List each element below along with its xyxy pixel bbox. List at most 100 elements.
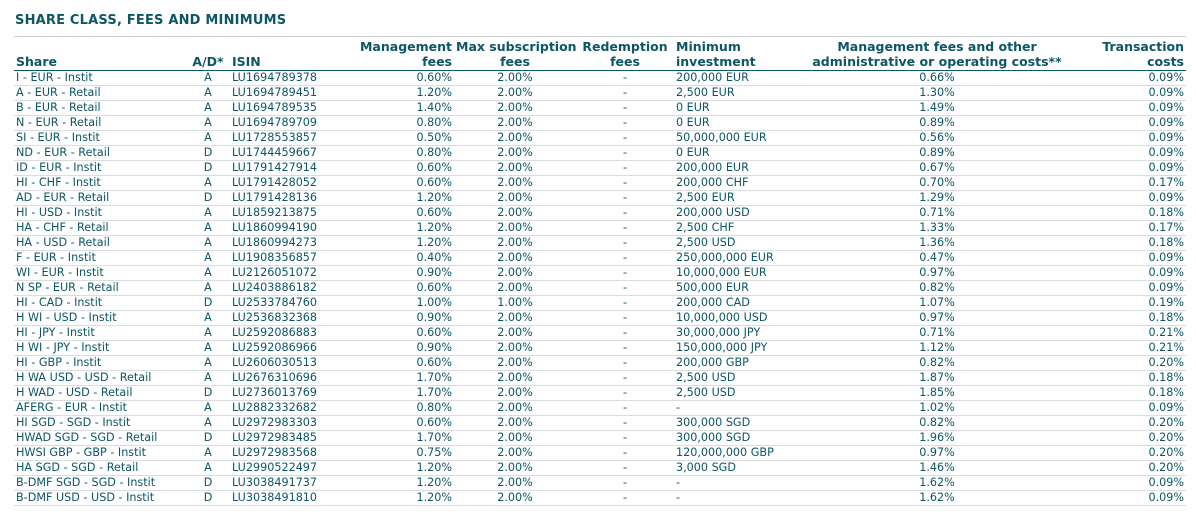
table-row: HWSI GBP - GBP - Instit A LU2972983568 0.75… [14, 445, 1186, 461]
cell-ad: D [186, 190, 230, 206]
cell-management-fees-other-costs: 0.97% [798, 310, 1076, 326]
cell-management-fees: 1.20% [342, 460, 454, 476]
cell-share: HA - CHF - Retail [14, 220, 186, 236]
cell-max-subscription-fees: 2.00% [454, 235, 576, 251]
cell-management-fees-other-costs: 1.85% [798, 385, 1076, 401]
cell-management-fees: 0.50% [342, 130, 454, 146]
cell-transaction-costs: 0.17% [1076, 175, 1186, 191]
cell-minimum-investment: 300,000 SGD [674, 415, 798, 431]
cell-ad: A [186, 175, 230, 191]
cell-max-subscription-fees: 2.00% [454, 265, 576, 281]
cell-minimum-investment: 10,000,000 EUR [674, 265, 798, 281]
cell-isin: LU1694789535 [230, 100, 342, 116]
cell-ad: A [186, 115, 230, 131]
cell-redemption-fees: - [576, 100, 674, 116]
table-row: HI - CAD - Instit D LU2533784760 1.00% 1.00%… [14, 295, 1186, 311]
cell-management-fees: 0.60% [342, 280, 454, 296]
table-body: I - EUR - Instit A LU1694789378 0.60% 2.00% -… [14, 70, 1186, 506]
cell-management-fees-other-costs: 1.02% [798, 400, 1076, 416]
cell-transaction-costs: 0.09% [1076, 160, 1186, 176]
table-row: ID - EUR - Instit D LU1791427914 0.60% 2.00%… [14, 160, 1186, 176]
cell-minimum-investment: 0 EUR [674, 100, 798, 116]
cell-isin: LU1728553857 [230, 130, 342, 146]
cell-minimum-investment: 120,000,000 GBP [674, 445, 798, 461]
cell-ad: D [186, 295, 230, 311]
table-row: HA - USD - Retail A LU1860994273 1.20% 2.00%… [14, 235, 1186, 251]
cell-redemption-fees: - [576, 160, 674, 176]
cell-redemption-fees: - [576, 250, 674, 266]
cell-redemption-fees: - [576, 175, 674, 191]
cell-isin: LU2403886182 [230, 280, 342, 296]
table-header-row: Share A/D* ISIN Management fees Max subsc… [14, 36, 1186, 71]
cell-management-fees: 1.20% [342, 490, 454, 506]
cell-share: H WI - JPY - Instit [14, 340, 186, 356]
cell-redemption-fees: - [576, 145, 674, 161]
share-class-table: Share A/D* ISIN Management fees Max subsc… [14, 36, 1186, 506]
cell-ad: A [186, 415, 230, 431]
cell-redemption-fees: - [576, 490, 674, 506]
cell-management-fees-other-costs: 1.62% [798, 490, 1076, 506]
table-row: HA - CHF - Retail A LU1860994190 1.20% 2.00%… [14, 220, 1186, 236]
cell-redemption-fees: - [576, 130, 674, 146]
cell-max-subscription-fees: 2.00% [454, 130, 576, 146]
table-row: WI - EUR - Instit A LU2126051072 0.90% 2.00%… [14, 265, 1186, 281]
cell-isin: LU1791428052 [230, 175, 342, 191]
table-row: HWAD SGD - SGD - Retail D LU2972983485 1.70… [14, 430, 1186, 446]
table-row: HI - CHF - Instit A LU1791428052 0.60% 2.00%… [14, 175, 1186, 191]
cell-management-fees-other-costs: 0.97% [798, 445, 1076, 461]
cell-transaction-costs: 0.18% [1076, 385, 1186, 401]
cell-management-fees: 0.60% [342, 70, 454, 86]
cell-isin: LU1860994190 [230, 220, 342, 236]
cell-minimum-investment: 0 EUR [674, 115, 798, 131]
cell-minimum-investment: 2,500 EUR [674, 190, 798, 206]
cell-transaction-costs: 0.09% [1076, 115, 1186, 131]
cell-transaction-costs: 0.18% [1076, 310, 1186, 326]
table-row: AFERG - EUR - Instit A LU2882332682 0.80% 2.… [14, 400, 1186, 416]
cell-management-fees-other-costs: 1.62% [798, 475, 1076, 491]
cell-ad: A [186, 340, 230, 356]
cell-redemption-fees: - [576, 265, 674, 281]
cell-share: H WI - USD - Instit [14, 310, 186, 326]
cell-redemption-fees: - [576, 295, 674, 311]
header-management-fees-other-costs: Management fees and other administrative … [798, 36, 1076, 71]
cell-minimum-investment: 250,000,000 EUR [674, 250, 798, 266]
cell-isin: LU1860994273 [230, 235, 342, 251]
cell-management-fees: 0.60% [342, 160, 454, 176]
cell-transaction-costs: 0.20% [1076, 415, 1186, 431]
cell-share: HI - CHF - Instit [14, 175, 186, 191]
cell-management-fees-other-costs: 1.30% [798, 85, 1076, 101]
cell-share: HWSI GBP - GBP - Instit [14, 445, 186, 461]
cell-ad: A [186, 130, 230, 146]
cell-share: H WAD - USD - Retail [14, 385, 186, 401]
cell-isin: LU2592086966 [230, 340, 342, 356]
cell-ad: D [186, 430, 230, 446]
cell-max-subscription-fees: 2.00% [454, 70, 576, 86]
table-row: N SP - EUR - Retail A LU2403886182 0.60% 2.0… [14, 280, 1186, 296]
cell-isin: LU2882332682 [230, 400, 342, 416]
cell-isin: LU3038491737 [230, 475, 342, 491]
cell-share: ID - EUR - Instit [14, 160, 186, 176]
table-row: B-DMF USD - USD - Instit D LU3038491810 1.2… [14, 490, 1186, 506]
cell-max-subscription-fees: 2.00% [454, 355, 576, 371]
cell-share: HI - JPY - Instit [14, 325, 186, 341]
cell-management-fees: 0.80% [342, 145, 454, 161]
header-max-subscription-fees: Max subscription fees [454, 36, 577, 71]
cell-minimum-investment: 3,000 SGD [674, 460, 798, 476]
cell-minimum-investment: 200,000 EUR [674, 70, 798, 86]
cell-share: HI SGD - SGD - Instit [14, 415, 186, 431]
cell-max-subscription-fees: 1.00% [454, 295, 576, 311]
cell-minimum-investment: 2,500 USD [674, 385, 798, 401]
cell-transaction-costs: 0.09% [1076, 145, 1186, 161]
cell-minimum-investment: 500,000 EUR [674, 280, 798, 296]
cell-minimum-investment: 200,000 CAD [674, 295, 798, 311]
cell-ad: A [186, 355, 230, 371]
cell-management-fees-other-costs: 0.66% [798, 70, 1076, 86]
cell-share: B-DMF USD - USD - Instit [14, 490, 186, 506]
cell-share: WI - EUR - Instit [14, 265, 186, 281]
cell-management-fees-other-costs: 0.89% [798, 115, 1076, 131]
cell-minimum-investment: 2,500 USD [674, 235, 798, 251]
cell-transaction-costs: 0.09% [1076, 250, 1186, 266]
cell-isin: LU2676310696 [230, 370, 342, 386]
cell-isin: LU1694789709 [230, 115, 342, 131]
cell-redemption-fees: - [576, 205, 674, 221]
